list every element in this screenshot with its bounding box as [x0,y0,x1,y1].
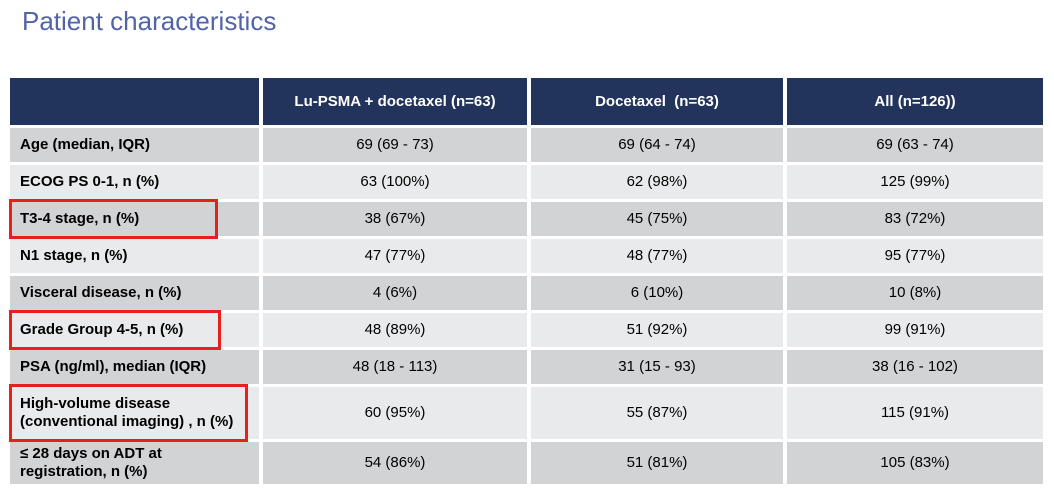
cell-value: 63 (100%) [263,165,527,199]
row-label-age: Age (median, IQR) [10,128,259,162]
row-label-grade-group: Grade Group 4-5, n (%) [9,310,259,350]
cell-value: 10 (8%) [787,276,1043,310]
row-label-text: T3-4 stage, n (%) [20,210,140,228]
characteristics-table: Lu-PSMA + docetaxel (n=63) Docetaxel (n=… [9,78,1043,484]
cell-value: 38 (67%) [263,202,527,236]
cell-value: 83 (72%) [787,202,1043,236]
cell-value: 48 (89%) [263,313,527,347]
cell-value: 115 (91%) [787,387,1043,439]
cell-value: 51 (92%) [531,313,783,347]
cell-value: 69 (63 - 74) [787,128,1043,162]
row-label-n1-stage: N1 stage, n (%) [10,239,259,273]
cell-value: 69 (64 - 74) [531,128,783,162]
cell-value: 38 (16 - 102) [787,350,1043,384]
cell-value: 45 (75%) [531,202,783,236]
row-label-t34-stage: T3-4 stage, n (%) [9,199,259,239]
cell-value: 47 (77%) [263,239,527,273]
row-label-ecog: ECOG PS 0-1, n (%) [10,165,259,199]
page-title: Patient characteristics [22,6,277,36]
column-header-all: All (n=126)) [787,78,1043,125]
cell-value: 51 (81%) [531,442,783,484]
row-label-visceral: Visceral disease, n (%) [10,276,259,310]
cell-value: 60 (95%) [263,387,527,439]
row-label-text: High-volume disease (conventional imagin… [20,395,234,430]
row-label-text: Grade Group 4-5, n (%) [20,321,184,339]
row-label-high-volume: High-volume disease (conventional imagin… [9,384,259,442]
cell-value: 125 (99%) [787,165,1043,199]
cell-value: 95 (77%) [787,239,1043,273]
column-header-empty [10,78,259,125]
cell-value: 54 (86%) [263,442,527,484]
cell-value: 105 (83%) [787,442,1043,484]
row-label-psa: PSA (ng/ml), median (IQR) [10,350,259,384]
cell-value: 62 (98%) [531,165,783,199]
cell-value: 99 (91%) [787,313,1043,347]
cell-value: 48 (77%) [531,239,783,273]
cell-value: 31 (15 - 93) [531,350,783,384]
row-label-adt-days: ≤ 28 days on ADT at registration, n (%) [10,442,259,484]
cell-value: 48 (18 - 113) [263,350,527,384]
cell-value: 55 (87%) [531,387,783,439]
cell-value: 4 (6%) [263,276,527,310]
column-header-docetaxel: Docetaxel (n=63) [531,78,783,125]
cell-value: 69 (69 - 73) [263,128,527,162]
column-header-lupsma-docetaxel: Lu-PSMA + docetaxel (n=63) [263,78,527,125]
cell-value: 6 (10%) [531,276,783,310]
